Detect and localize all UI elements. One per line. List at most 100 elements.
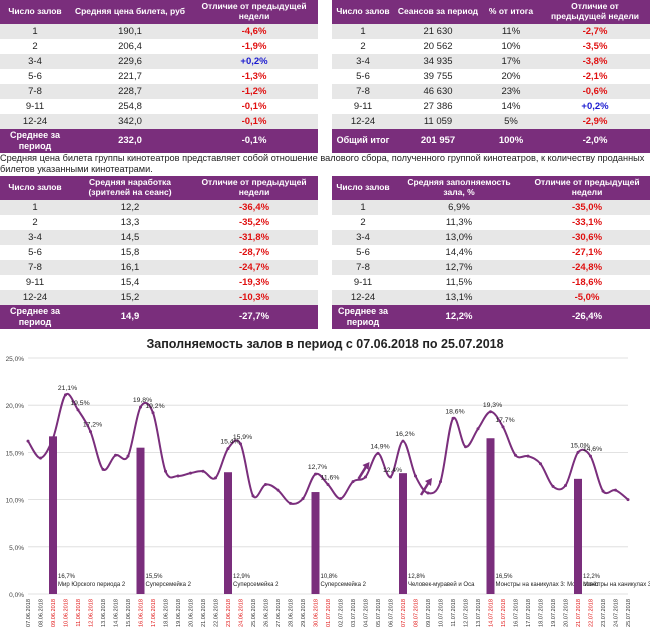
table-cell: 12-24 [0, 113, 70, 129]
table-cell: -36,4% [190, 199, 318, 215]
footnote: Средняя цена билета группы кинотеатров п… [0, 153, 645, 174]
data-point [89, 430, 92, 434]
table-cell: -5,0% [524, 289, 650, 305]
table-footer-row: Среднее за период 14,9 -27,7% [0, 304, 318, 329]
table-cell: -4,6% [190, 23, 318, 39]
data-point [189, 471, 192, 475]
table-cell: 6,9% [394, 199, 524, 215]
x-tick-label: 17.06.2018 [151, 599, 157, 627]
table-cell: 11,3% [394, 214, 524, 230]
data-label: 19,5% [70, 400, 89, 407]
table-row: 9-11 11,5% -18,6% [332, 274, 650, 290]
data-point [489, 410, 492, 414]
table-cell: -35,0% [524, 199, 650, 215]
trend-arrow [419, 481, 431, 496]
x-tick-label: 08.07.2018 [414, 599, 420, 627]
data-point [26, 439, 30, 443]
x-tick-label: 10.06.2018 [64, 599, 70, 627]
table-cell: 12-24 [332, 113, 394, 129]
table-cell: -10,3% [190, 289, 318, 305]
x-tick-label: 16.07.2018 [514, 599, 520, 627]
table-row: 1 21 630 11% -2,7% [332, 23, 650, 39]
data-label: 11,6% [321, 474, 340, 481]
data-label: 18,6% [445, 408, 464, 415]
table-cell: 27 386 [394, 98, 482, 114]
table-header: Число залов Сеансов за период % от итога… [332, 0, 650, 24]
table-row: 5-6 15,8 -28,7% [0, 244, 318, 260]
release-bar [486, 438, 495, 594]
table-row: 1 6,9% -35,0% [332, 199, 650, 215]
table-row: 1 190,1 -4,6% [0, 23, 318, 39]
table-row: 2 20 562 10% -3,5% [332, 38, 650, 54]
y-tick-label: 20,0% [6, 403, 25, 410]
data-point [64, 393, 67, 397]
table-cell: -28,7% [190, 244, 318, 260]
x-tick-label: 24.07.2018 [614, 599, 620, 627]
table-cell: 14% [482, 98, 540, 114]
table-header: Число залов Средняя заполняемость зала, … [332, 176, 650, 200]
x-tick-label: 26.06.2018 [264, 599, 270, 627]
x-tick-label: 11.06.2018 [76, 599, 82, 627]
x-tick-label: 24.06.2018 [239, 599, 245, 627]
table-header: Число залов Средняя наработка (зрителей … [0, 176, 318, 200]
table-cell: 5-6 [0, 244, 70, 260]
table-cell: 9-11 [0, 274, 70, 290]
col-halls: Число залов [0, 176, 70, 200]
data-point [339, 497, 342, 501]
table-cell: -2,7% [540, 23, 650, 39]
data-label: 21,1% [58, 385, 77, 392]
table-header: Число залов Средняя цена билета, руб Отл… [0, 0, 318, 24]
footer-cell: Среднее за период [0, 128, 70, 153]
x-tick-label: 12.06.2018 [89, 599, 95, 627]
footer-cell: 100% [482, 128, 540, 153]
table-cell: -3,8% [540, 53, 650, 69]
data-point [114, 453, 117, 457]
table-cell: 11% [482, 23, 540, 39]
table-row: 7-8 12,7% -24,8% [332, 259, 650, 275]
data-label: 12,4% [383, 467, 402, 474]
data-point [589, 454, 592, 458]
data-label: 15,0% [570, 442, 589, 449]
table-cell: 206,4 [70, 38, 190, 54]
x-tick-label: 19.06.2018 [176, 599, 182, 627]
data-point [276, 488, 280, 492]
x-tick-label: 13.07.2018 [476, 599, 482, 627]
x-tick-label: 20.06.2018 [189, 599, 195, 627]
col-sessions: Сеансов за период [394, 0, 482, 24]
table-row: 9-11 27 386 14% +0,2% [332, 98, 650, 114]
table-cell: 1 [332, 23, 394, 39]
table-cell: 2 [332, 214, 394, 230]
data-label: 17,7% [495, 417, 514, 424]
data-point [264, 482, 267, 486]
x-tick-label: 17.07.2018 [526, 599, 532, 627]
y-tick-label: 0,0% [9, 592, 24, 599]
table-cell: 5-6 [332, 244, 394, 260]
x-tick-label: 13.06.2018 [101, 599, 107, 627]
table-cell: 2 [0, 214, 70, 230]
table-cell: 34 935 [394, 53, 482, 69]
table-cell: 5-6 [332, 68, 394, 84]
occupancy-chart: Заполняемость залов в период с 07.06.201… [6, 337, 650, 627]
table-cell: -2,9% [540, 113, 650, 129]
data-label: 16,2% [395, 431, 414, 438]
data-point [526, 454, 530, 458]
data-point [476, 427, 480, 431]
release-value-label: 12,9% [233, 574, 251, 580]
table-row: 9-11 254,8 -0,1% [0, 98, 318, 114]
table-cell: 12,2 [70, 199, 190, 215]
x-tick-label: 21.07.2018 [576, 599, 582, 627]
data-point [614, 488, 617, 492]
table-cell: +0,2% [190, 53, 318, 69]
footer-cell: -2,0% [540, 128, 650, 153]
table-row: 7-8 46 630 23% -0,6% [332, 83, 650, 99]
data-label: 15,9% [233, 434, 252, 441]
x-tick-label: 23.07.2018 [601, 599, 607, 627]
release-value-label: 12,2% [583, 574, 601, 580]
col-avg-price: Средняя цена билета, руб [70, 0, 190, 24]
x-tick-label: 25.07.2018 [626, 599, 632, 627]
table-cell: -27,1% [524, 244, 650, 260]
release-bar [311, 492, 320, 594]
data-point [464, 445, 467, 449]
data-label: 19,3% [483, 402, 502, 409]
table-cell: 15,4 [70, 274, 190, 290]
